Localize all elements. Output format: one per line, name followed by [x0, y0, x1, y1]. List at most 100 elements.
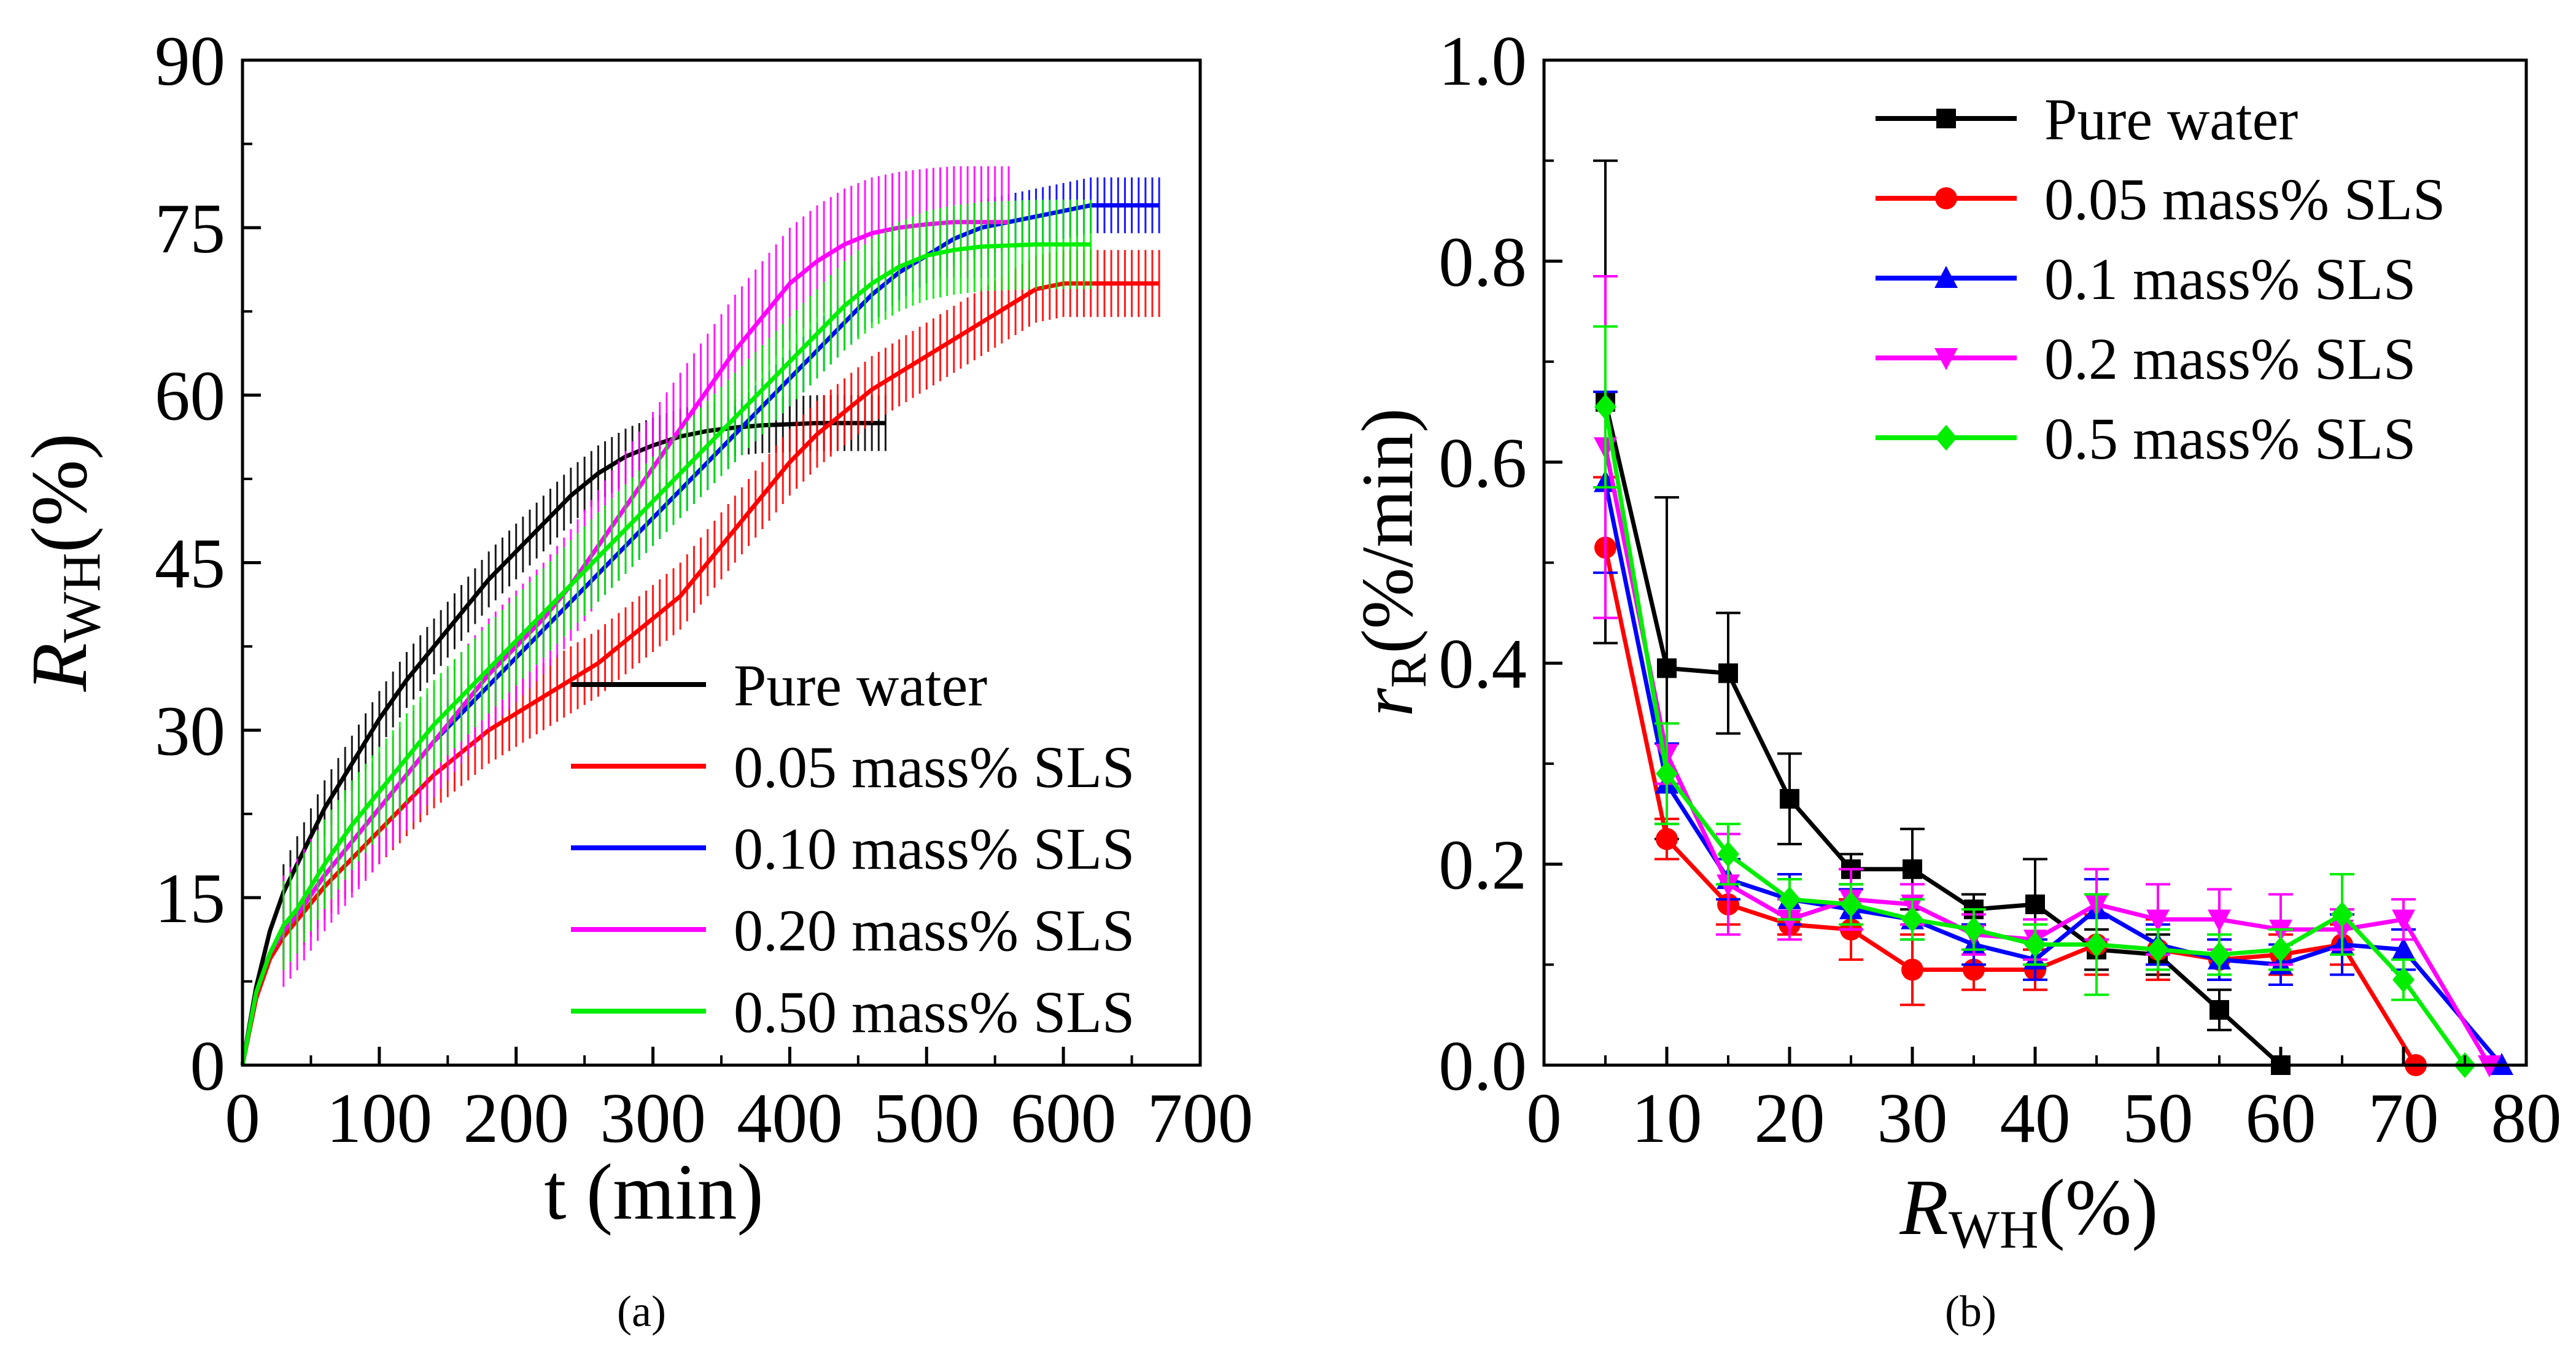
y-tick-label: 45 [155, 525, 225, 603]
marker-diamond [1779, 886, 1801, 912]
legend-label-0-20-mass-sls: 0.20 mass% SLS [734, 898, 1135, 963]
marker-triangle-down [2146, 909, 2170, 932]
marker-diamond [2331, 901, 2353, 928]
x-tick-label: 400 [737, 1079, 843, 1157]
caption-a: (a) [617, 1287, 666, 1336]
panel-a-chart: 0 100 200 300 400 500 600 700 0 15 30 45 60 75 90 t (m… [15, 22, 1253, 1236]
y-tick-label: 0.0 [1438, 1027, 1527, 1105]
legend-label-0-05-mass-sls: 0.05 mass% SLS [2044, 166, 2445, 232]
panel-b-x-title-tail: (%) [2039, 1163, 2159, 1252]
panel-b-series-layer [1593, 159, 2513, 1078]
x-tick-label: 70 [2368, 1079, 2439, 1157]
x-tick-label: 60 [2246, 1079, 2316, 1157]
x-tick-label: 300 [600, 1079, 706, 1157]
marker-square [1718, 663, 1738, 683]
legend-label-pure-water: Pure water [734, 653, 987, 718]
marker-triangle-up [2392, 937, 2415, 960]
marker-circle [1935, 187, 1957, 209]
panel-b-x-title-sub: WH [1949, 1200, 2039, 1260]
panel-a-series-layer [240, 166, 1160, 1066]
series-0-05-mass-sls [1593, 476, 2427, 1076]
legend-label-0-5-mass-sls: 0.5 mass% SLS [2044, 406, 2416, 471]
y-tick-label: 0.2 [1438, 826, 1527, 904]
panel-b-y-axis-title: rR(%/min) [1346, 408, 1437, 717]
marker-diamond [1901, 906, 1923, 933]
panel-b-x-axis-title: RWH(%) [1899, 1163, 2159, 1260]
marker-diamond [2392, 966, 2415, 993]
marker-square [1903, 859, 1922, 879]
panel-a-x-axis-title: t (min) [544, 1148, 763, 1236]
caption-b: (b) [1945, 1287, 1996, 1336]
y-tick-label: 0 [190, 1027, 226, 1105]
marker-diamond [1963, 917, 1985, 943]
marker-diamond [1594, 394, 1616, 420]
marker-diamond [2270, 936, 2292, 963]
x-tick-label: 80 [2491, 1079, 2562, 1157]
panel-b-legend: Pure water 0.05 mass% SLS 0.1 mass% SLS 0.2… [1876, 87, 2445, 471]
marker-diamond [1840, 891, 1862, 918]
marker-triangle-down [2392, 909, 2415, 932]
series-pure-water [240, 395, 886, 1066]
y-tick-label: 0.6 [1438, 424, 1527, 502]
marker-circle [1901, 958, 1923, 981]
marker-triangle-down [2208, 909, 2231, 932]
marker-diamond [2085, 931, 2108, 958]
legend-label-pure-water: Pure water [2044, 87, 2298, 152]
marker-circle [1656, 828, 1678, 850]
series-line-pure-water [240, 421, 886, 1066]
x-tick-label: 10 [1632, 1079, 1702, 1157]
x-tick-label: 0 [1526, 1079, 1562, 1157]
series-line-0-50-mass-sls [240, 242, 1091, 1066]
panel-a-legend: Pure water 0.05 mass% SLS 0.10 mass% SLS 0.… [571, 653, 1135, 1045]
legend-label-0-50-mass-sls: 0.50 mass% SLS [734, 979, 1135, 1045]
panel-b-y-title-main: r [1346, 687, 1428, 716]
x-tick-label: 500 [874, 1079, 980, 1157]
panel-b-x-title-main: R [1899, 1163, 1949, 1252]
marker-triangle-up [1934, 266, 1958, 288]
panel-a-y-title-main: R [15, 643, 104, 692]
y-tick-label: 75 [155, 190, 225, 268]
y-tick-label: 15 [155, 859, 225, 937]
legend-label-0-10-mass-sls: 0.10 mass% SLS [734, 816, 1135, 882]
marker-square [2025, 894, 2045, 915]
y-tick-label: 30 [155, 692, 225, 770]
y-tick-label: 90 [155, 22, 225, 100]
x-tick-label: 30 [1877, 1079, 1948, 1157]
panel-a-y-title-sub: WH [52, 553, 112, 643]
x-tick-label: 200 [463, 1079, 569, 1157]
x-tick-label: 50 [2123, 1079, 2194, 1157]
x-tick-label: 20 [1755, 1079, 1825, 1157]
panel-a-ticks: 0 100 200 300 400 500 600 700 0 15 30 45 60 75 90 [155, 22, 1253, 1157]
y-tick-label: 1.0 [1438, 22, 1527, 100]
x-tick-label: 0 [225, 1079, 260, 1157]
y-tick-label: 0.4 [1438, 625, 1527, 703]
marker-diamond [2024, 931, 2046, 958]
legend-label-0-1-mass-sls: 0.1 mass% SLS [2044, 246, 2416, 312]
x-tick-label: 100 [327, 1079, 433, 1157]
marker-square [1657, 658, 1677, 678]
series-0-5-mass-sls [1593, 325, 2476, 1078]
marker-diamond [1717, 841, 1739, 867]
legend-label-0-2-mass-sls: 0.2 mass% SLS [2044, 326, 2416, 392]
marker-diamond [1656, 761, 1678, 787]
panel-a-y-axis-title: RWH(%) [15, 433, 112, 693]
marker-diamond [1935, 425, 1957, 451]
marker-square [1780, 789, 1799, 809]
marker-triangle-down [1934, 348, 1958, 370]
x-tick-label: 700 [1147, 1079, 1254, 1157]
panel-b-y-title-tail: (%/min) [1346, 408, 1428, 654]
y-tick-label: 0.8 [1438, 223, 1527, 301]
marker-square [2209, 999, 2229, 1020]
panel-a-y-title-tail: (%) [15, 433, 104, 553]
series-line-pure-water [1603, 401, 2283, 1067]
marker-diamond [2208, 941, 2230, 968]
marker-square [1936, 109, 1956, 128]
legend-label-0-05-mass-sls: 0.05 mass% SLS [734, 734, 1135, 800]
series-0-50-mass-sls [240, 200, 1092, 1066]
panel-b-chart: 0 10 20 30 40 50 60 70 800.00.20.40.60.81.0 RWH(… [1346, 22, 2562, 1260]
panel-b-ticks: 0 10 20 30 40 50 60 70 80 0.0 0.2 0.4 0.6 0.8 1.0 [1438, 22, 2561, 1157]
x-tick-label: 600 [1011, 1079, 1117, 1157]
panel-b-y-title-sub: R [1380, 654, 1437, 688]
series-line-0-1-mass-sls [1603, 481, 2504, 1067]
